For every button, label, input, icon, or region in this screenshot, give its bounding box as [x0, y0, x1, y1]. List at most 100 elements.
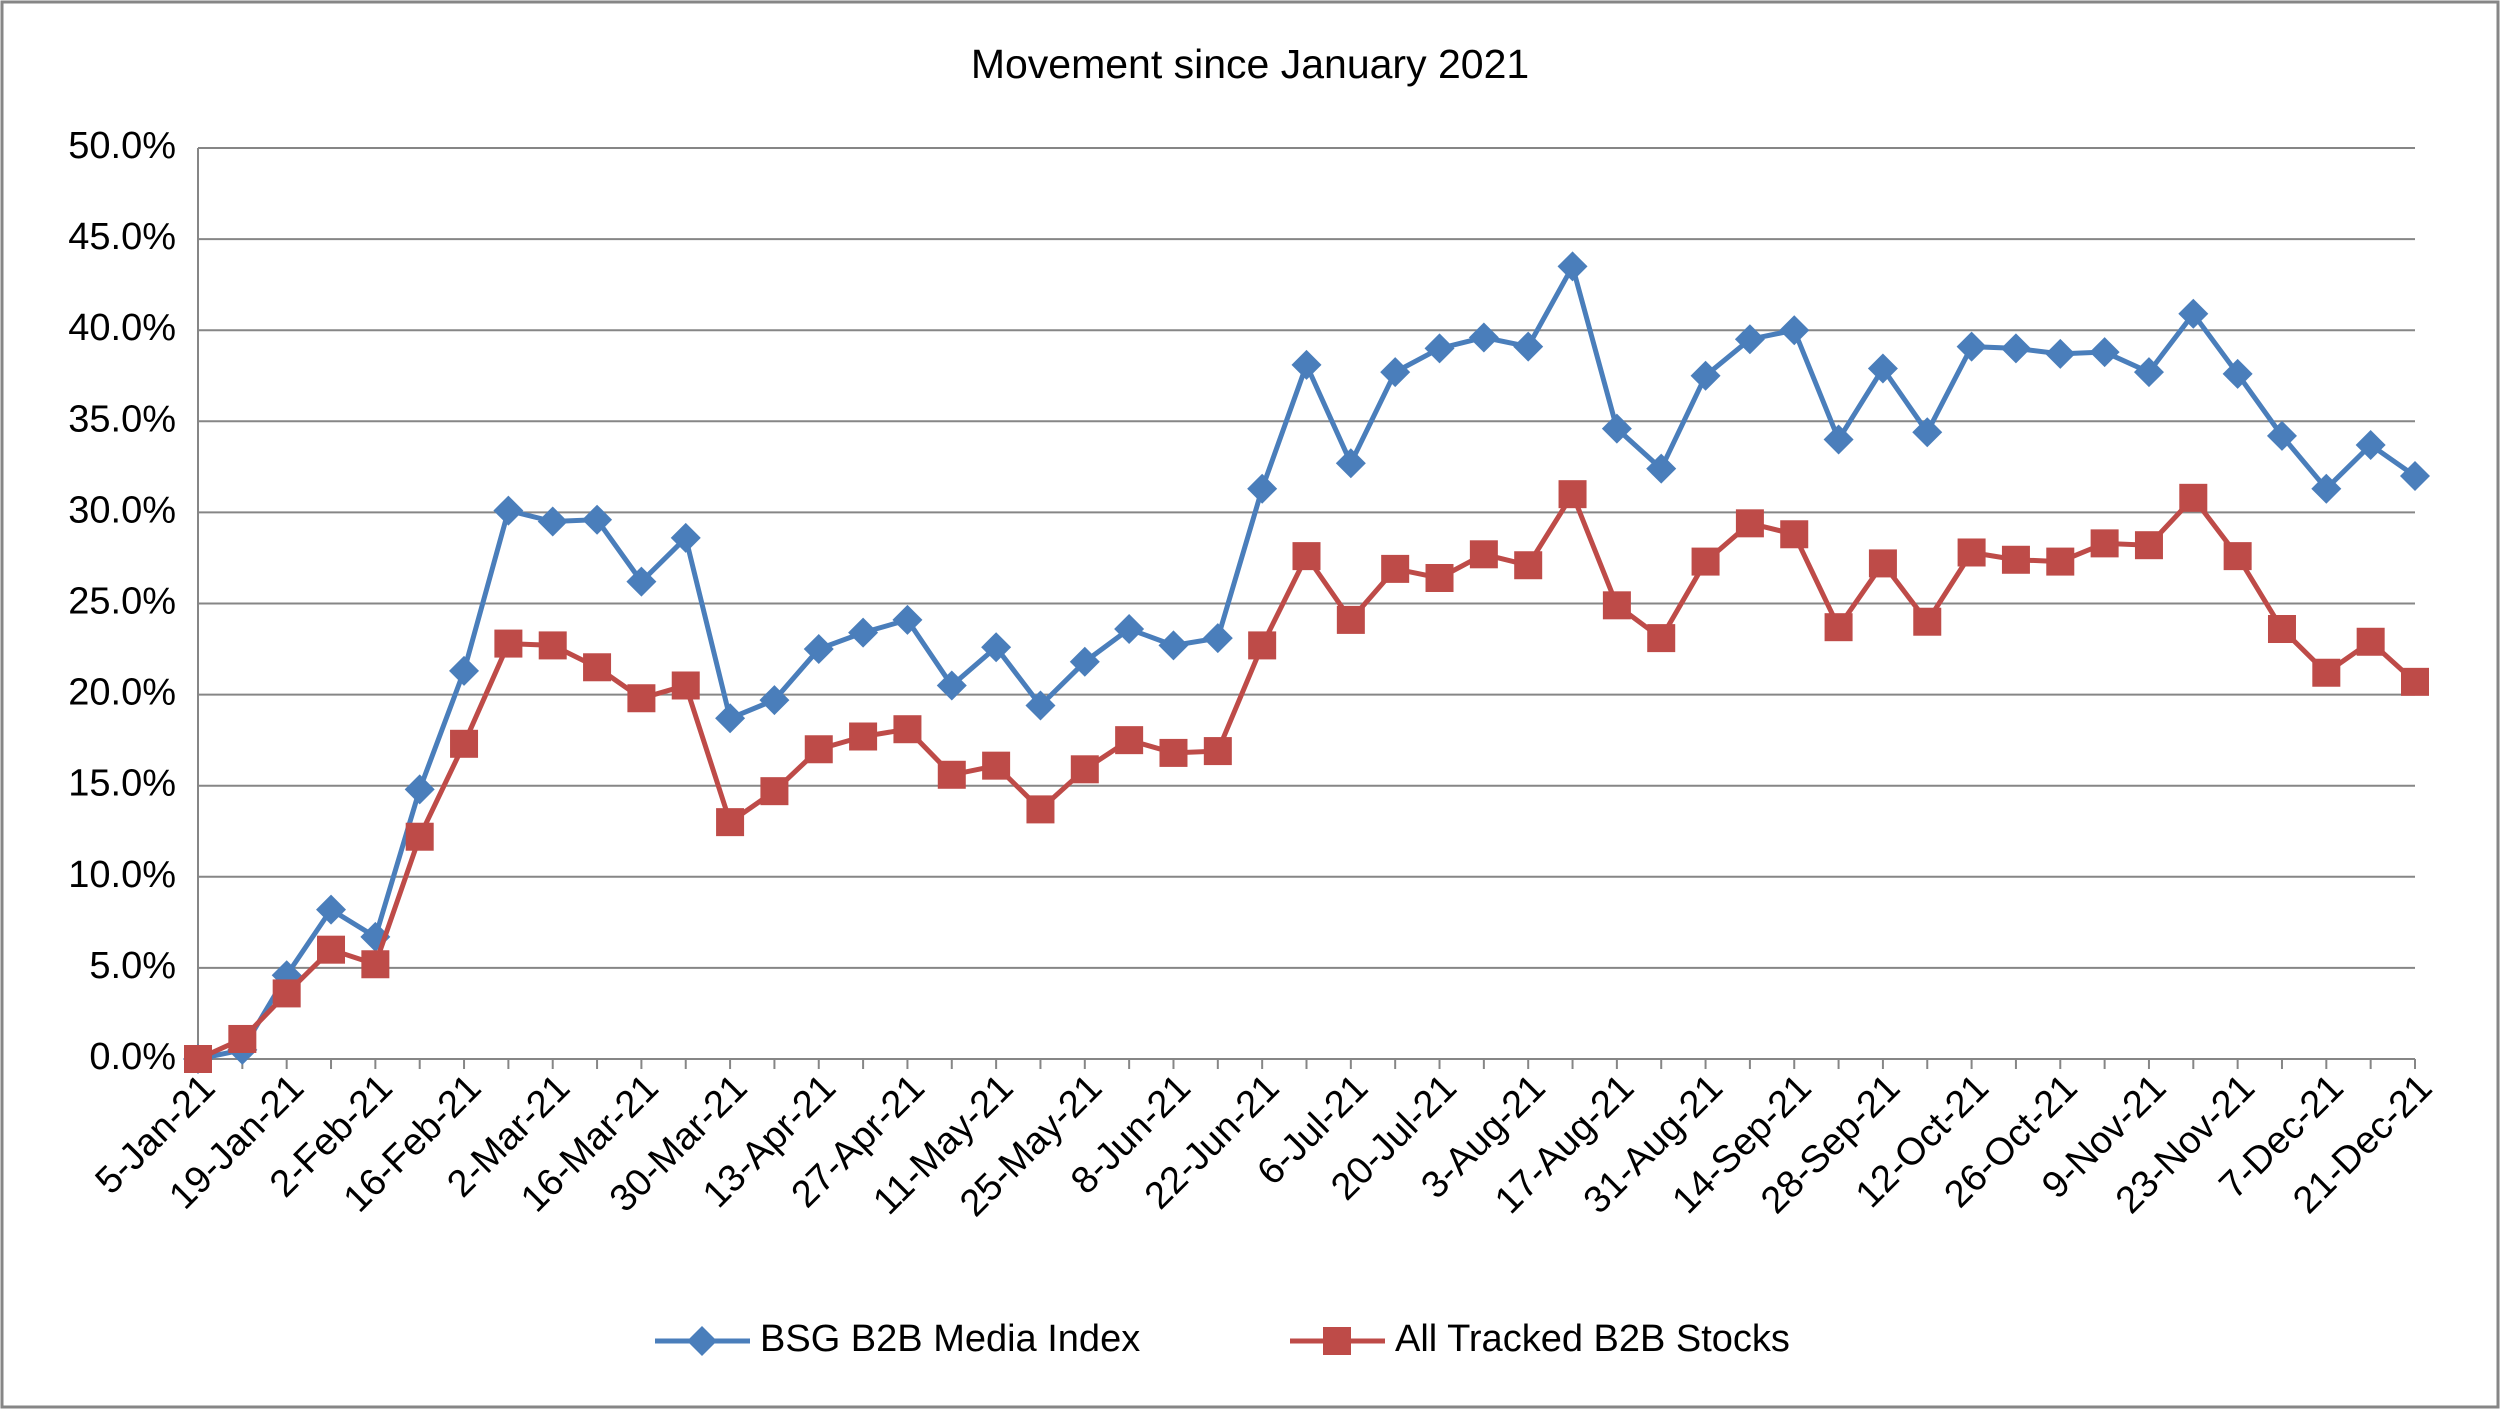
marker — [1780, 520, 1809, 549]
marker — [2267, 615, 2296, 644]
marker — [2089, 337, 2120, 368]
marker — [760, 777, 789, 806]
marker — [1558, 480, 1587, 509]
marker — [848, 617, 879, 648]
legend-marker — [687, 1326, 717, 1356]
marker — [2356, 627, 2385, 656]
marker — [317, 935, 346, 964]
marker — [494, 629, 523, 658]
marker — [1425, 563, 1454, 592]
marker — [1557, 251, 1588, 282]
marker — [1913, 607, 1942, 636]
legend-label: All Tracked B2B Stocks — [1395, 1318, 1790, 1360]
marker — [184, 1045, 212, 1073]
marker — [1070, 755, 1099, 784]
marker — [2400, 460, 2430, 491]
marker — [361, 950, 390, 979]
marker — [1114, 614, 1145, 645]
y-tick-label: 20.0% — [68, 672, 176, 714]
marker — [1336, 605, 1365, 634]
marker — [1734, 324, 1765, 355]
marker — [671, 671, 700, 700]
marker — [716, 808, 745, 837]
marker — [450, 729, 479, 758]
marker — [2090, 529, 2119, 558]
marker — [1380, 357, 1411, 388]
marker — [1424, 333, 1455, 364]
marker — [2223, 542, 2252, 571]
marker — [1069, 646, 1100, 677]
marker — [1247, 473, 1278, 504]
marker — [1601, 413, 1632, 444]
marker — [1868, 549, 1897, 578]
marker — [2045, 338, 2076, 369]
marker — [1647, 624, 1676, 653]
marker — [2312, 658, 2341, 687]
marker — [449, 655, 480, 686]
marker — [626, 566, 657, 597]
series — [184, 480, 2429, 1073]
marker — [2266, 420, 2297, 451]
marker — [1690, 360, 1721, 391]
marker — [715, 703, 746, 734]
y-tick-label: 5.0% — [89, 945, 176, 987]
marker — [937, 760, 966, 789]
y-tick-label: 10.0% — [68, 854, 176, 896]
marker — [1202, 623, 1233, 654]
marker — [2133, 357, 2164, 388]
marker — [804, 735, 833, 764]
marker — [405, 822, 434, 851]
marker — [936, 670, 967, 701]
y-tick-label: 50.0% — [68, 125, 176, 167]
marker — [1115, 726, 1144, 755]
legend-label: BSG B2B Media Index — [760, 1318, 1140, 1360]
y-tick-label: 40.0% — [68, 307, 176, 349]
marker — [2179, 483, 2208, 512]
marker — [1026, 795, 1055, 824]
marker — [892, 604, 923, 635]
marker — [2046, 547, 2075, 576]
marker — [1025, 690, 1056, 721]
marker — [538, 631, 567, 660]
marker — [2178, 298, 2209, 329]
marker — [1158, 630, 1189, 661]
marker — [1159, 738, 1188, 767]
marker — [1867, 353, 1898, 384]
marker — [1779, 315, 1810, 346]
marker — [583, 653, 612, 682]
marker — [272, 979, 301, 1008]
marker — [1646, 453, 1677, 484]
marker — [893, 715, 922, 744]
marker — [493, 495, 524, 526]
marker — [981, 632, 1012, 663]
marker — [1824, 613, 1853, 642]
marker — [1513, 331, 1544, 362]
marker — [1335, 448, 1366, 479]
marker — [1735, 509, 1764, 538]
marker — [1957, 538, 1986, 567]
y-tick-label: 30.0% — [68, 489, 176, 531]
marker — [803, 634, 834, 665]
marker — [759, 685, 790, 716]
marker — [1203, 737, 1232, 766]
marker — [1381, 554, 1410, 583]
y-tick-label: 15.0% — [68, 763, 176, 805]
marker — [2222, 358, 2253, 389]
y-tick-label: 45.0% — [68, 216, 176, 258]
marker — [1291, 349, 1322, 380]
marker — [316, 894, 347, 925]
y-tick-label: 35.0% — [68, 398, 176, 440]
marker — [1292, 542, 1321, 571]
marker — [2000, 333, 2031, 364]
marker — [537, 506, 568, 537]
marker — [1602, 591, 1631, 620]
marker — [2134, 531, 2163, 560]
chart-title: Movement since January 2021 — [971, 41, 1529, 87]
marker — [982, 751, 1011, 780]
marker — [849, 722, 878, 751]
marker — [582, 504, 613, 535]
marker — [1468, 322, 1499, 353]
marker — [2401, 667, 2429, 696]
